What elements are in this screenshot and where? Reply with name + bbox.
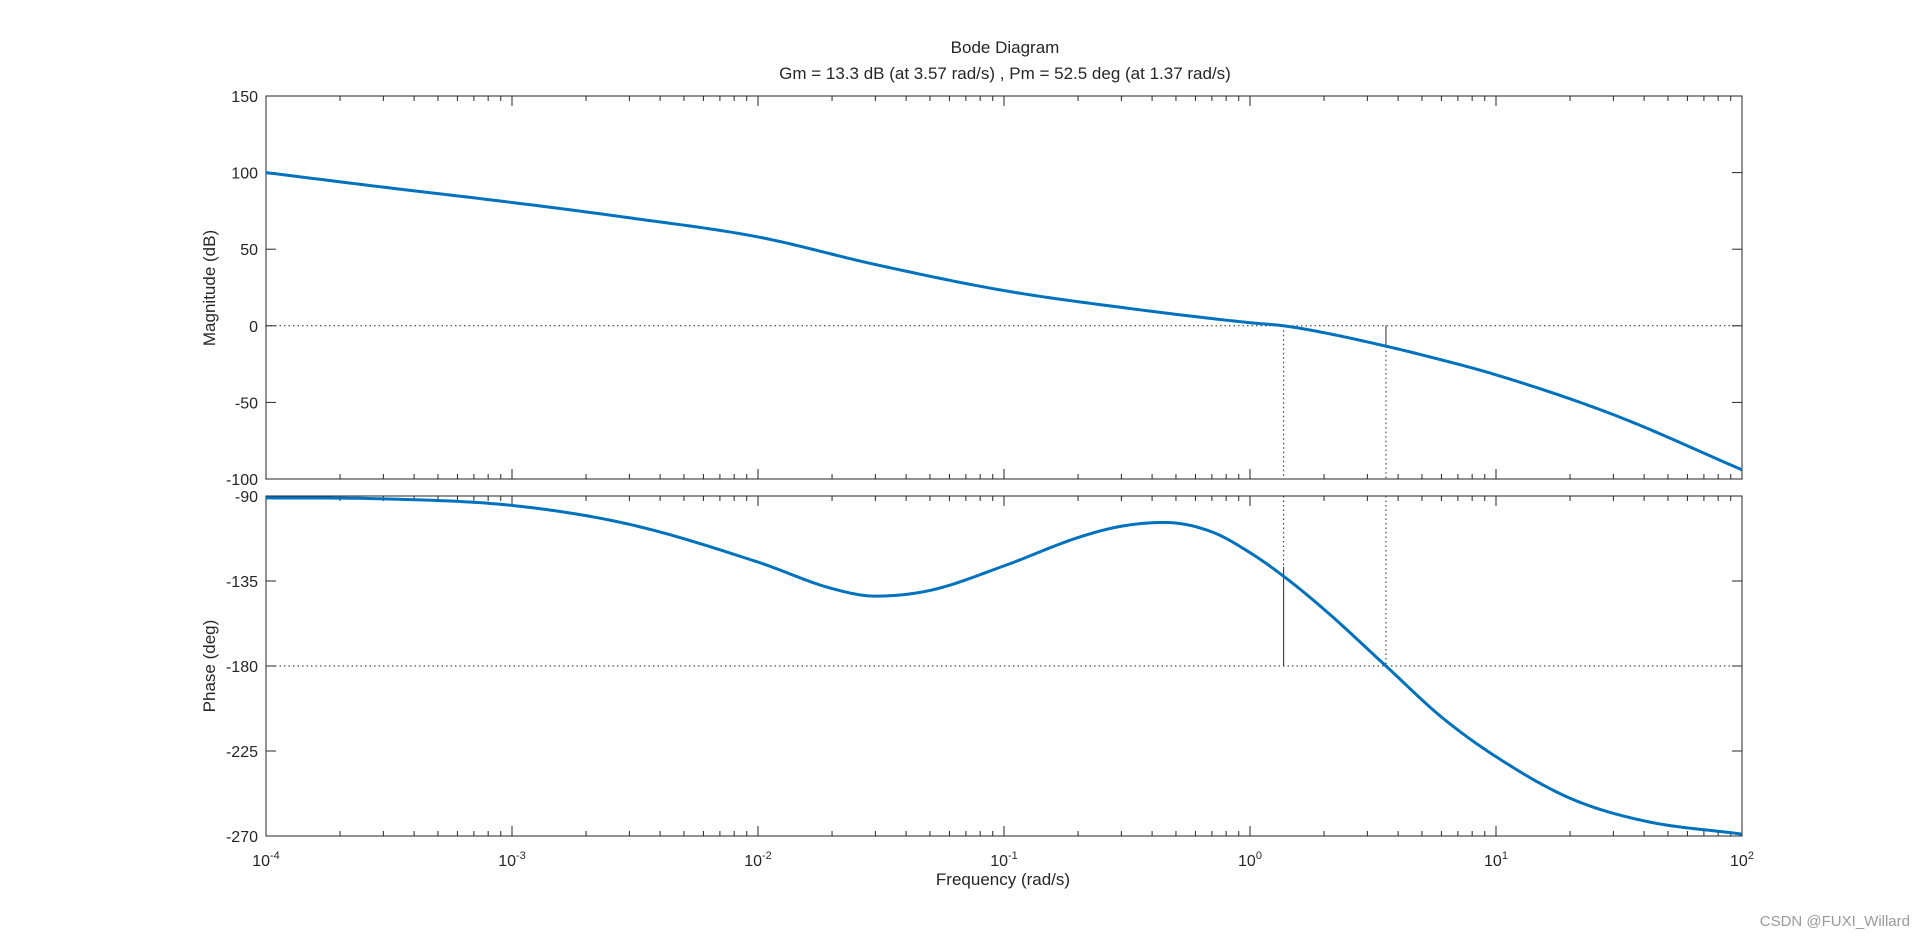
phase-curve xyxy=(265,496,1743,836)
magnitude-y-tick-label: -100 xyxy=(226,472,258,489)
x-tick-exponent: -1 xyxy=(1008,850,1018,862)
magnitude-y-tick-label: 100 xyxy=(231,166,258,183)
phase-y-tick-label: -135 xyxy=(226,574,258,591)
magnitude-y-axis-label: Magnitude (dB) xyxy=(200,230,219,346)
x-tick-label: 10-3 xyxy=(498,850,526,870)
x-tick-label: 10-4 xyxy=(252,850,280,870)
magnitude-y-tick-label: 0 xyxy=(249,319,258,336)
x-tick-label: 10-1 xyxy=(990,850,1018,870)
x-tick-label: 101 xyxy=(1484,850,1508,870)
phase-y-tick-label: -90 xyxy=(235,489,258,506)
x-tick-exponent: -4 xyxy=(270,850,280,862)
chart-subtitle: Gm = 13.3 dB (at 3.57 rad/s) , Pm = 52.5… xyxy=(779,64,1231,83)
magnitude-panel: 150 100 50 0 -50 -100 xyxy=(226,89,1743,489)
magnitude-y-tick-label: -50 xyxy=(235,395,258,412)
x-tick-exponent: 2 xyxy=(1748,850,1754,862)
phase-y-tick-label: -270 xyxy=(226,829,258,846)
phase-panel: -90 -135 -180 -225 -270 xyxy=(226,489,1743,846)
x-tick-exponent: 0 xyxy=(1256,850,1262,862)
watermark: CSDN @FUXI_Willard xyxy=(1760,913,1910,930)
x-axis-label: Frequency (rad/s) xyxy=(936,870,1070,889)
chart-title: Bode Diagram xyxy=(951,38,1060,57)
magnitude-curve xyxy=(265,171,1743,472)
x-tick-label: 102 xyxy=(1730,850,1754,870)
x-tick-exponent: -2 xyxy=(762,850,772,862)
phase-y-tick-label: -180 xyxy=(226,659,258,676)
x-tick-exponent: -3 xyxy=(516,850,526,862)
x-tick-exponent: 1 xyxy=(1502,850,1508,862)
x-tick-label: 10-2 xyxy=(744,850,772,870)
magnitude-y-tick-label: 150 xyxy=(231,89,258,106)
x-tick-label: 100 xyxy=(1238,850,1262,870)
magnitude-axes-box xyxy=(265,95,1743,480)
phase-y-axis-label: Phase (deg) xyxy=(200,620,219,713)
phase-y-tick-label: -225 xyxy=(226,744,258,761)
magnitude-y-tick-label: 50 xyxy=(240,242,258,259)
